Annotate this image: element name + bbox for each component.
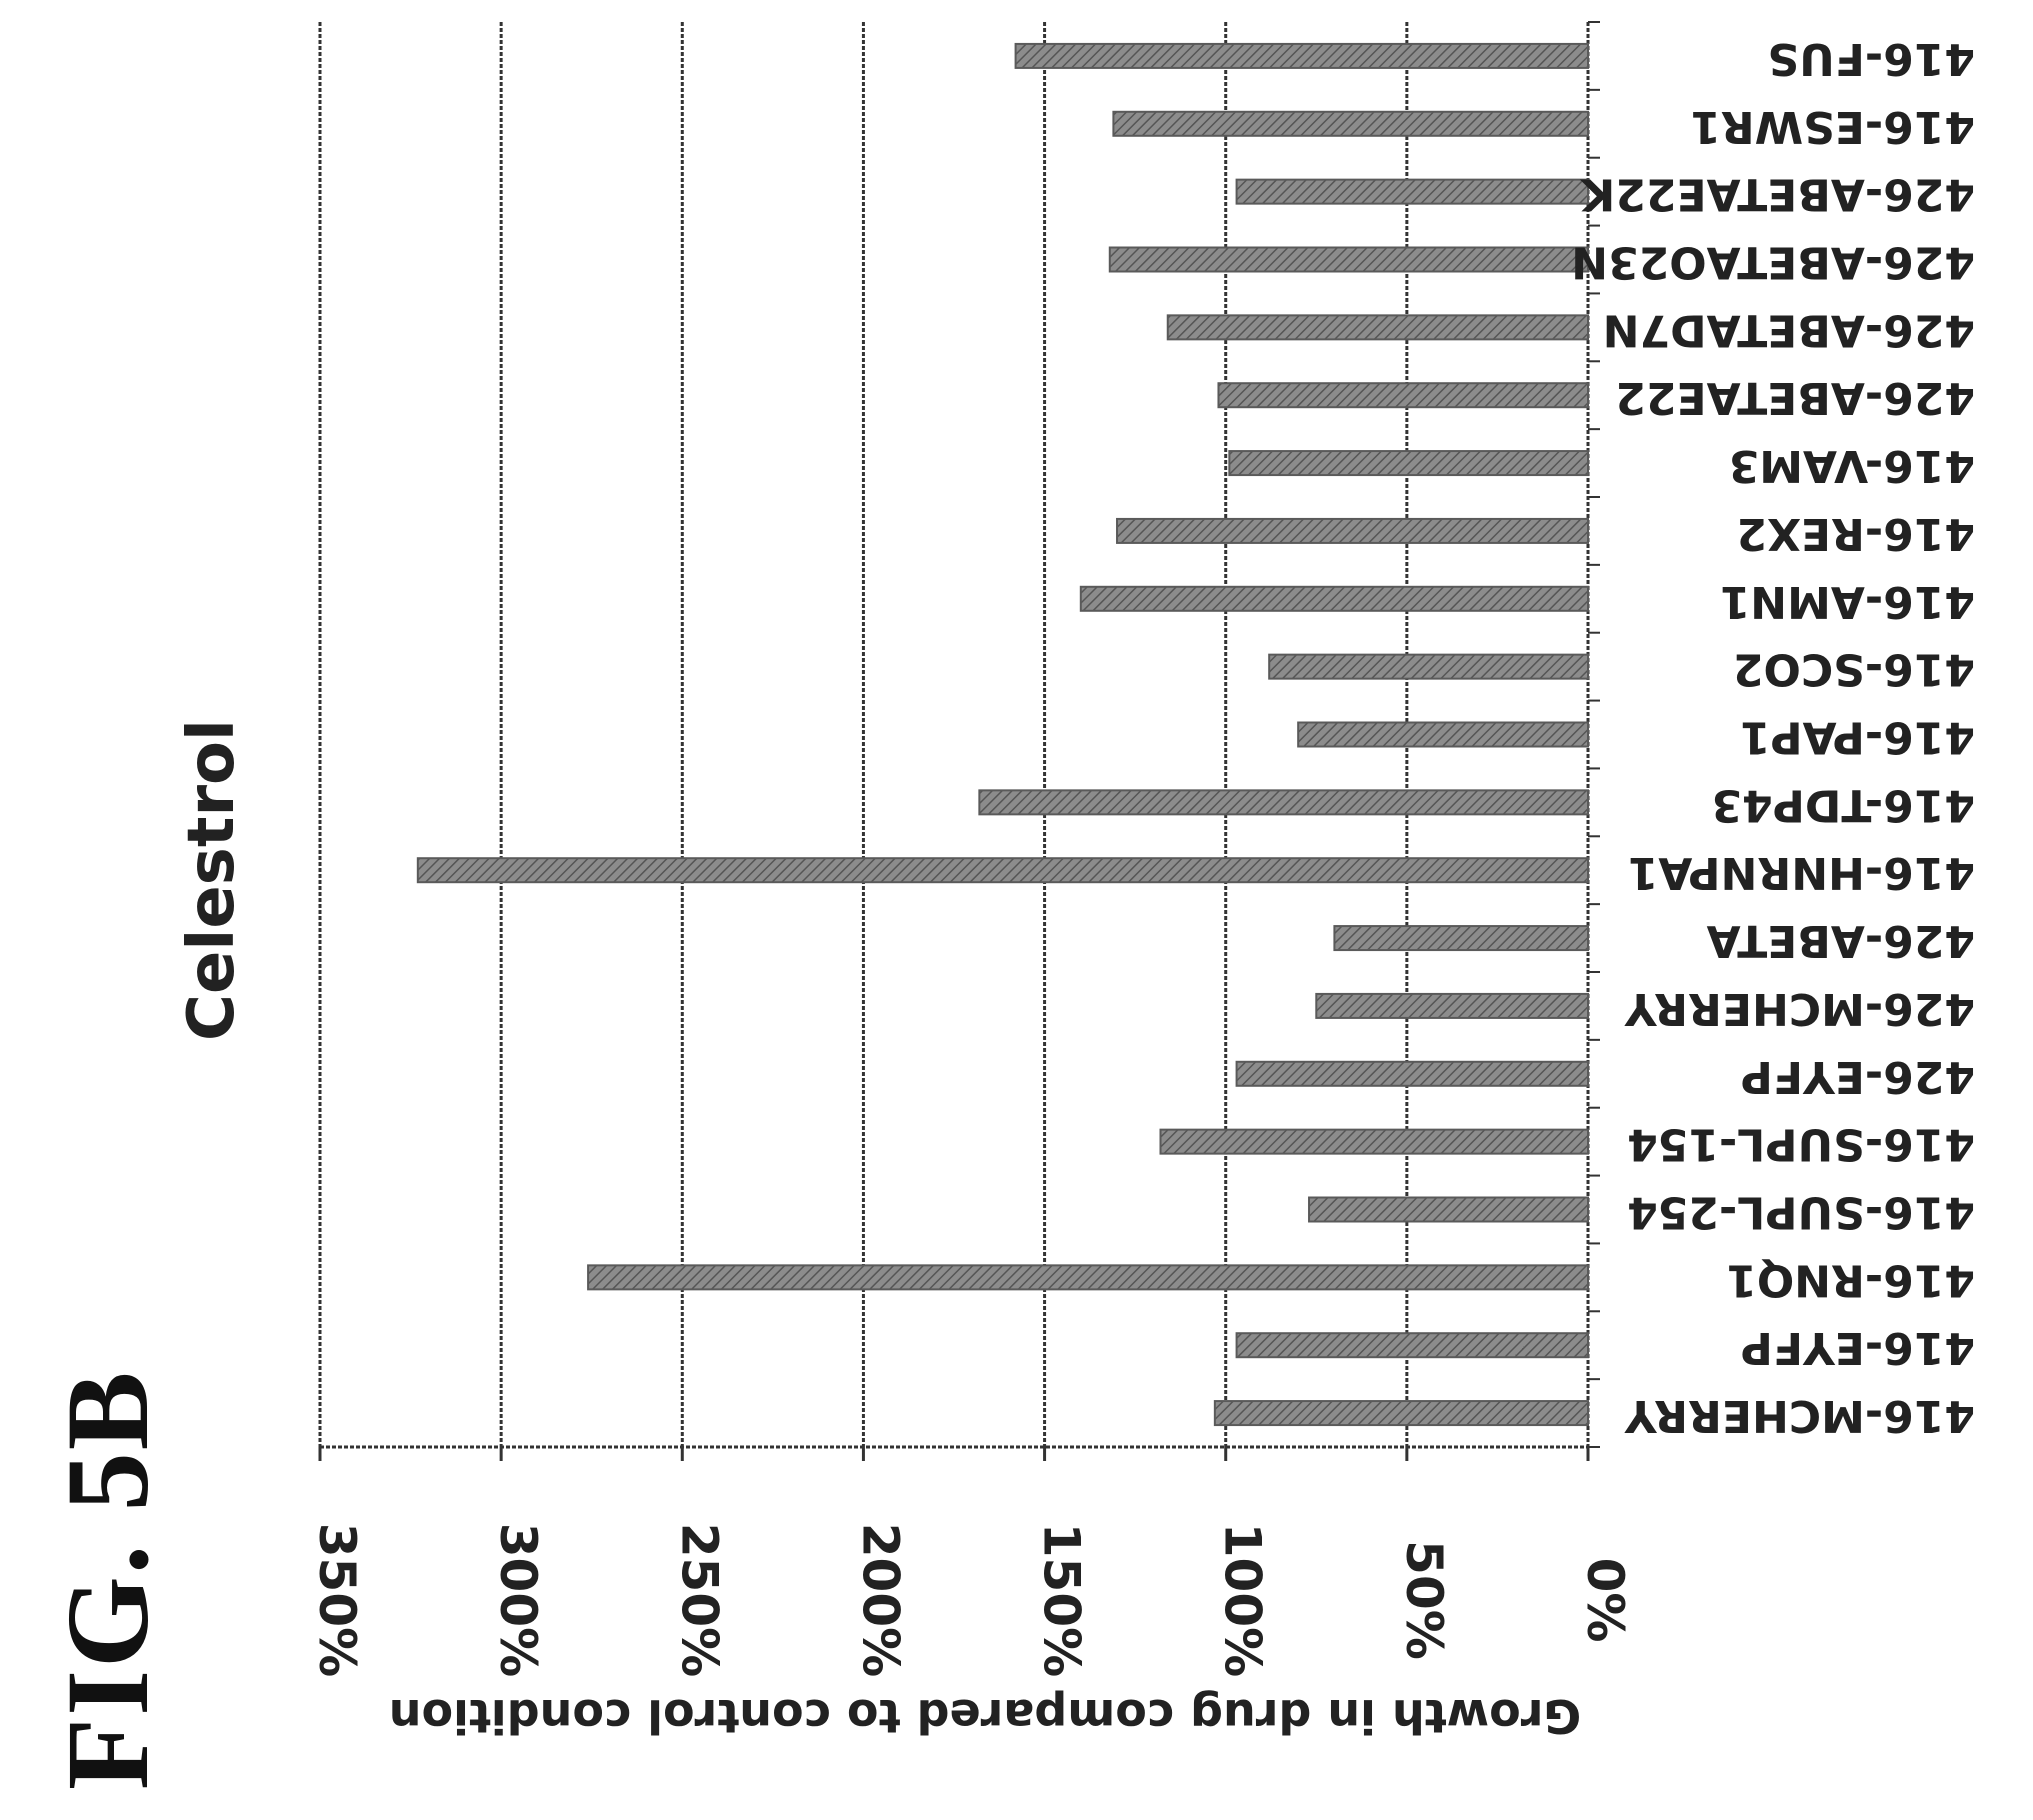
- category-label: 416-REX2: [1736, 508, 1975, 559]
- tick-label: 350%: [308, 1523, 366, 1677]
- category-labels: 416-FUS 416-ESWR1 426-ABETAE22K 426-ABETAO2…: [1571, 33, 1975, 1441]
- bar: [1166, 314, 1589, 341]
- category-label: 426-ABETAE22: [1615, 372, 1975, 423]
- tick-label: 150%: [1033, 1523, 1091, 1677]
- bar: [1159, 1128, 1589, 1155]
- category-label: 416-SCO2: [1733, 644, 1975, 695]
- bar: [1213, 1400, 1589, 1427]
- bar: [1333, 925, 1590, 952]
- tick-label: 100%: [1214, 1523, 1272, 1677]
- tick-label: 0%: [1576, 1558, 1634, 1643]
- bar: [978, 789, 1589, 816]
- category-label: 426-MCHERRY: [1624, 983, 1975, 1034]
- bar: [1228, 450, 1590, 477]
- bar: [1315, 992, 1590, 1019]
- category-label: 416-HNRNPA1: [1628, 847, 1975, 898]
- category-label: 416-SUPL-154: [1627, 1119, 1975, 1170]
- bar: [1112, 110, 1590, 137]
- bar: [1235, 1332, 1590, 1359]
- category-label: 416-AMN1: [1720, 576, 1975, 627]
- category-label: 416-RNQ1: [1726, 1254, 1975, 1305]
- axis-title: Growth in drug compared to control condi…: [389, 1689, 1581, 1743]
- bars: [416, 42, 1590, 1427]
- category-label: 416-FUS: [1767, 33, 1975, 84]
- bar: [1308, 1196, 1590, 1223]
- category-label: 426-EYFP: [1741, 1051, 1975, 1102]
- category-label: 426-ABETA: [1707, 915, 1975, 966]
- tick-label: 250%: [670, 1523, 728, 1677]
- bar: [587, 1264, 1589, 1291]
- bar: [1079, 585, 1590, 612]
- category-label: 426-ABETAO23N: [1571, 237, 1975, 288]
- category-label: 416-PAP1: [1740, 712, 1975, 763]
- category-label: 426-ABETAD7N: [1603, 304, 1975, 355]
- bar: [1116, 517, 1589, 544]
- tick-label: 50%: [1395, 1540, 1453, 1660]
- chart-title: Celestrol: [175, 719, 249, 1041]
- bar: [1268, 653, 1590, 680]
- tick-label: 200%: [851, 1523, 909, 1677]
- bar: [1297, 721, 1589, 748]
- category-label: 416-ESWR1: [1690, 101, 1975, 152]
- category-label: 416-VAM3: [1729, 440, 1975, 491]
- value-axis: [318, 21, 1600, 1461]
- category-label: 416-SUPL-254: [1627, 1187, 1975, 1238]
- tick-label: 300%: [489, 1523, 547, 1677]
- bar: [1108, 246, 1589, 273]
- bar: [416, 857, 1589, 884]
- bar: [1235, 178, 1590, 205]
- bar: [1235, 1060, 1590, 1087]
- bar: [1217, 382, 1590, 409]
- category-label: 416-EYFP: [1741, 1322, 1975, 1373]
- category-label: 416-TDP43: [1711, 779, 1975, 830]
- category-label: 416-MCHERRY: [1624, 1390, 1975, 1441]
- category-label: 426-ABETAE22K: [1579, 169, 1975, 220]
- bar: [1014, 42, 1589, 69]
- tick-labels: 0% 50% 100% 150% 200% 250% 300% 350%: [308, 1523, 1634, 1677]
